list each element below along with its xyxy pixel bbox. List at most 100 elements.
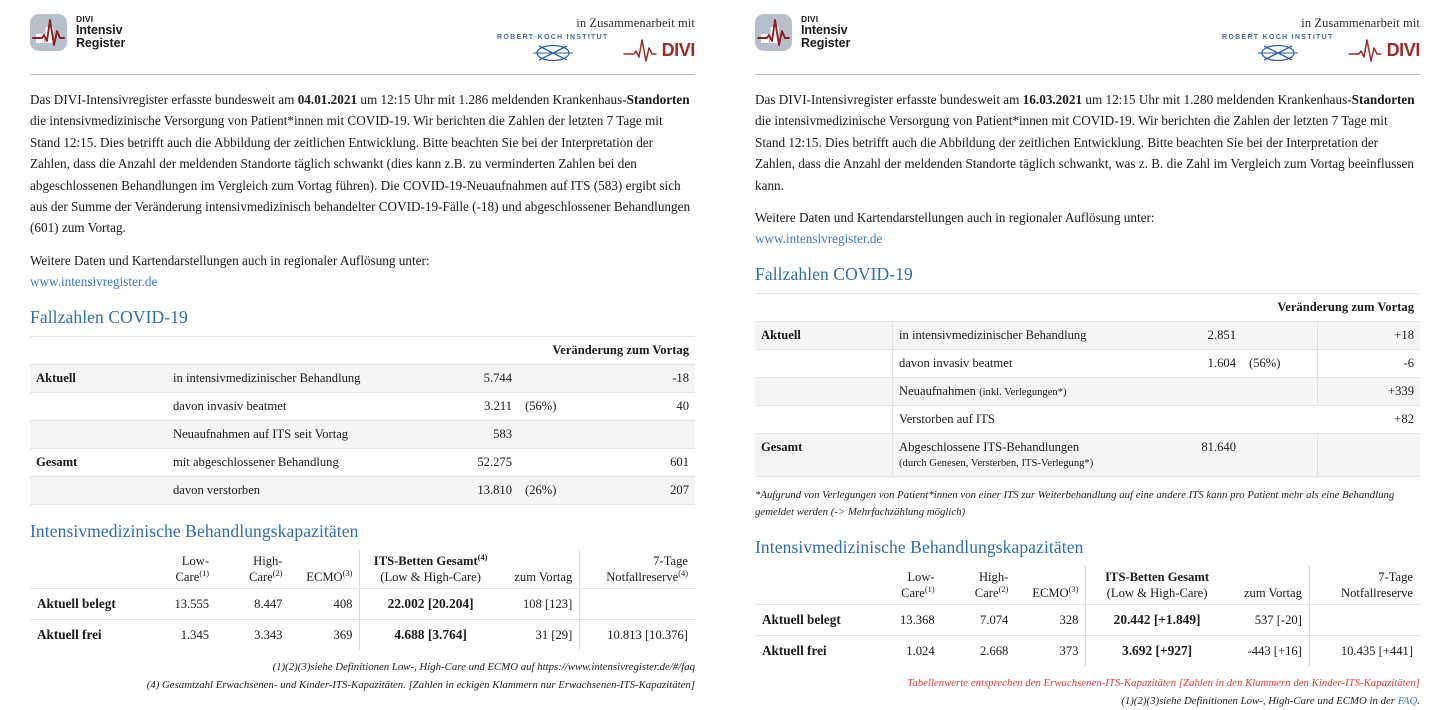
logo-wordmark: DIVI Intensiv Register (801, 15, 850, 50)
row-group (755, 349, 893, 379)
row-percent: (26%) (518, 476, 593, 505)
cell-prev: 31 [29] (500, 619, 580, 651)
cell-lowcare: 1.345 (142, 619, 217, 651)
report-date: 16.03.2021 (1022, 92, 1083, 107)
more-data-text-left: Weitere Daten und Kartendarstellungen au… (30, 252, 430, 268)
intensivregister-link-left[interactable]: www.intensivregister.de (30, 274, 158, 289)
row-label: Verstorben auf ITS (892, 405, 1152, 435)
table-row: Aktuell in intensivmedizinischer Behandl… (30, 364, 695, 393)
col-emergency-reserve: 7-Tage Notfallreserve (1308, 565, 1420, 606)
row-label: davon invasiv beatmet (167, 392, 428, 421)
row-group (30, 420, 167, 449)
col-lowcare: Low-Care(1) (867, 565, 942, 606)
cell-lowcare: 13.555 (142, 588, 217, 620)
footnote-red-right: Tabellenwerte entsprechen den Erwachsene… (907, 677, 1420, 690)
row-value (1152, 405, 1242, 435)
cell-prev: 537 [-20] (1227, 604, 1310, 636)
row-change: +82 (1317, 405, 1420, 435)
row-value: 52.275 (428, 448, 518, 477)
rki-logo: ROBERT KOCH INSTITUT (1222, 34, 1334, 63)
intro-post: die intensivmedizinische Versorgung von … (755, 113, 1414, 193)
row-value: 5.744 (428, 364, 518, 393)
row-group: Gesamt (755, 433, 893, 478)
row-label: Aktuell frei (755, 635, 868, 667)
change-caption-right: Veränderung zum Vortag (755, 293, 1420, 323)
row-label: Aktuell belegt (755, 604, 868, 636)
logo-line-register: Register (76, 35, 126, 50)
row-label: davon verstorben (167, 476, 428, 505)
report-panel-left: DIVI Intensiv Register in Zusammenarbeit… (0, 0, 725, 691)
row-label: Aktuell frei (30, 619, 143, 651)
row-group (755, 377, 893, 407)
cell-reserve: 10.435 [+441] (1308, 635, 1420, 667)
table-row: Gesamt mit abgeschlossener Behandlung 52… (30, 448, 695, 477)
row-group: Aktuell (755, 321, 893, 351)
row-label: Neuaufnahmen auf ITS seit Vortag (167, 420, 428, 449)
row-value: 2.851 (1152, 321, 1242, 351)
cooperation-label: in Zusammenarbeit mit (576, 16, 695, 30)
logo-line-divi: DIVI (801, 14, 819, 25)
row-value: 583 (428, 420, 518, 449)
row-percent (518, 364, 593, 393)
col-highcare: High-Care(2) (216, 550, 290, 590)
logo-line-divi: DIVI (76, 14, 94, 25)
cell-ecmo: 328 (1015, 604, 1086, 636)
cell-reserve (1308, 604, 1420, 636)
divi-association-logo: DIVI (622, 37, 696, 63)
footnote-1-left: (1)(2)(3)siehe Definitionen Low-, High-C… (272, 661, 695, 674)
logo-wordmark: DIVI Intensiv Register (76, 15, 125, 50)
row-sublabel: (inkl. Verlegungen*) (979, 387, 1067, 399)
col-total-beds: ITS-Betten Gesamt (Low & High-Care) (1085, 565, 1228, 606)
capacity-heading-left: Intensivmedizinische Behandlungskapazitä… (30, 521, 359, 541)
col-ecmo: ECMO(3) (289, 550, 360, 590)
asterisk-footnote-right: *Aufgrund von Verlegungen von Patient*in… (755, 489, 1395, 518)
change-caption-left: Veränderung zum Vortag (30, 336, 695, 365)
rki-logo: ROBERT KOCH INSTITUT (497, 34, 609, 63)
intro-paragraph-left: Das DIVI-Intensivregister erfasste bunde… (30, 89, 695, 239)
col-ecmo: ECMO(3) (1015, 565, 1086, 606)
table-row: davon verstorben 13.810 (26%) 207 (30, 476, 695, 505)
row-percent: (56%) (1242, 349, 1318, 379)
cell-ecmo: 369 (289, 619, 360, 651)
divi-ecg-icon (622, 39, 657, 62)
row-percent (1242, 377, 1318, 407)
row-value (1152, 377, 1242, 407)
intensivregister-link-right[interactable]: www.intensivregister.de (755, 231, 883, 247)
row-group: Gesamt (30, 448, 167, 477)
rki-wordmark: ROBERT KOCH INSTITUT (1222, 34, 1334, 41)
divi-association-logo: DIVI (1347, 37, 1420, 63)
col-emergency-reserve: 7-Tage Notfallreserve(4) (579, 550, 695, 590)
row-percent (518, 448, 593, 477)
table-row: Neuaufnahmen (inkl. Verlegungen*) +339 (755, 377, 1420, 407)
divi-wordmark: DIVI (661, 40, 696, 60)
logo-line-register: Register (801, 35, 851, 50)
faq-link[interactable]: FAQ (1397, 694, 1418, 707)
capacity-table-right: Low-Care(1) High-Care(2) ECMO(3) ITS-Bet… (755, 565, 1420, 667)
row-change (1317, 433, 1420, 478)
header-divider (755, 74, 1420, 75)
divi-ecg-icon (1347, 39, 1382, 62)
page-header-right: DIVI Intensiv Register in Zusammenarbeit… (755, 14, 1420, 70)
intro-mid: um 12:15 Uhr mit 1.286 meldenden Kranken… (357, 92, 627, 107)
cooperation-block: in Zusammenarbeit mit ROBERT KOCH INSTIT… (497, 14, 695, 63)
intro-mid: um 12:15 Uhr mit 1.280 meldenden Kranken… (1082, 92, 1352, 107)
row-label: mit abgeschlossener Behandlung (167, 448, 428, 477)
table-row: Aktuell frei 1.345 3.343 369 4.688 [3.76… (30, 619, 695, 651)
rki-emblem-icon (532, 44, 573, 62)
row-sublabel: (durch Genesen, Versterben, ITS-Verlegun… (899, 458, 1094, 470)
row-label: davon invasiv beatmet (892, 349, 1152, 379)
row-change (593, 420, 695, 449)
table-row: davon invasiv beatmet 1.604 (56%) -6 (755, 349, 1420, 379)
cell-total: 4.688 [3.764] (359, 619, 501, 651)
row-label: Neuaufnahmen (inkl. Verlegungen*) (892, 377, 1152, 407)
row-group: Aktuell (30, 364, 167, 393)
col-highcare: High-Care(2) (941, 565, 1016, 606)
row-label: in intensivmedizinischer Behandlung (167, 364, 428, 393)
row-change: +18 (1317, 321, 1420, 351)
intro-bold: Standorten (1351, 92, 1415, 107)
rki-wordmark: ROBERT KOCH INSTITUT (497, 34, 609, 41)
row-percent: (56%) (518, 392, 593, 421)
row-percent (1242, 405, 1318, 435)
cooperation-label: in Zusammenarbeit mit (1301, 16, 1420, 30)
cell-lowcare: 13.368 (867, 604, 942, 636)
